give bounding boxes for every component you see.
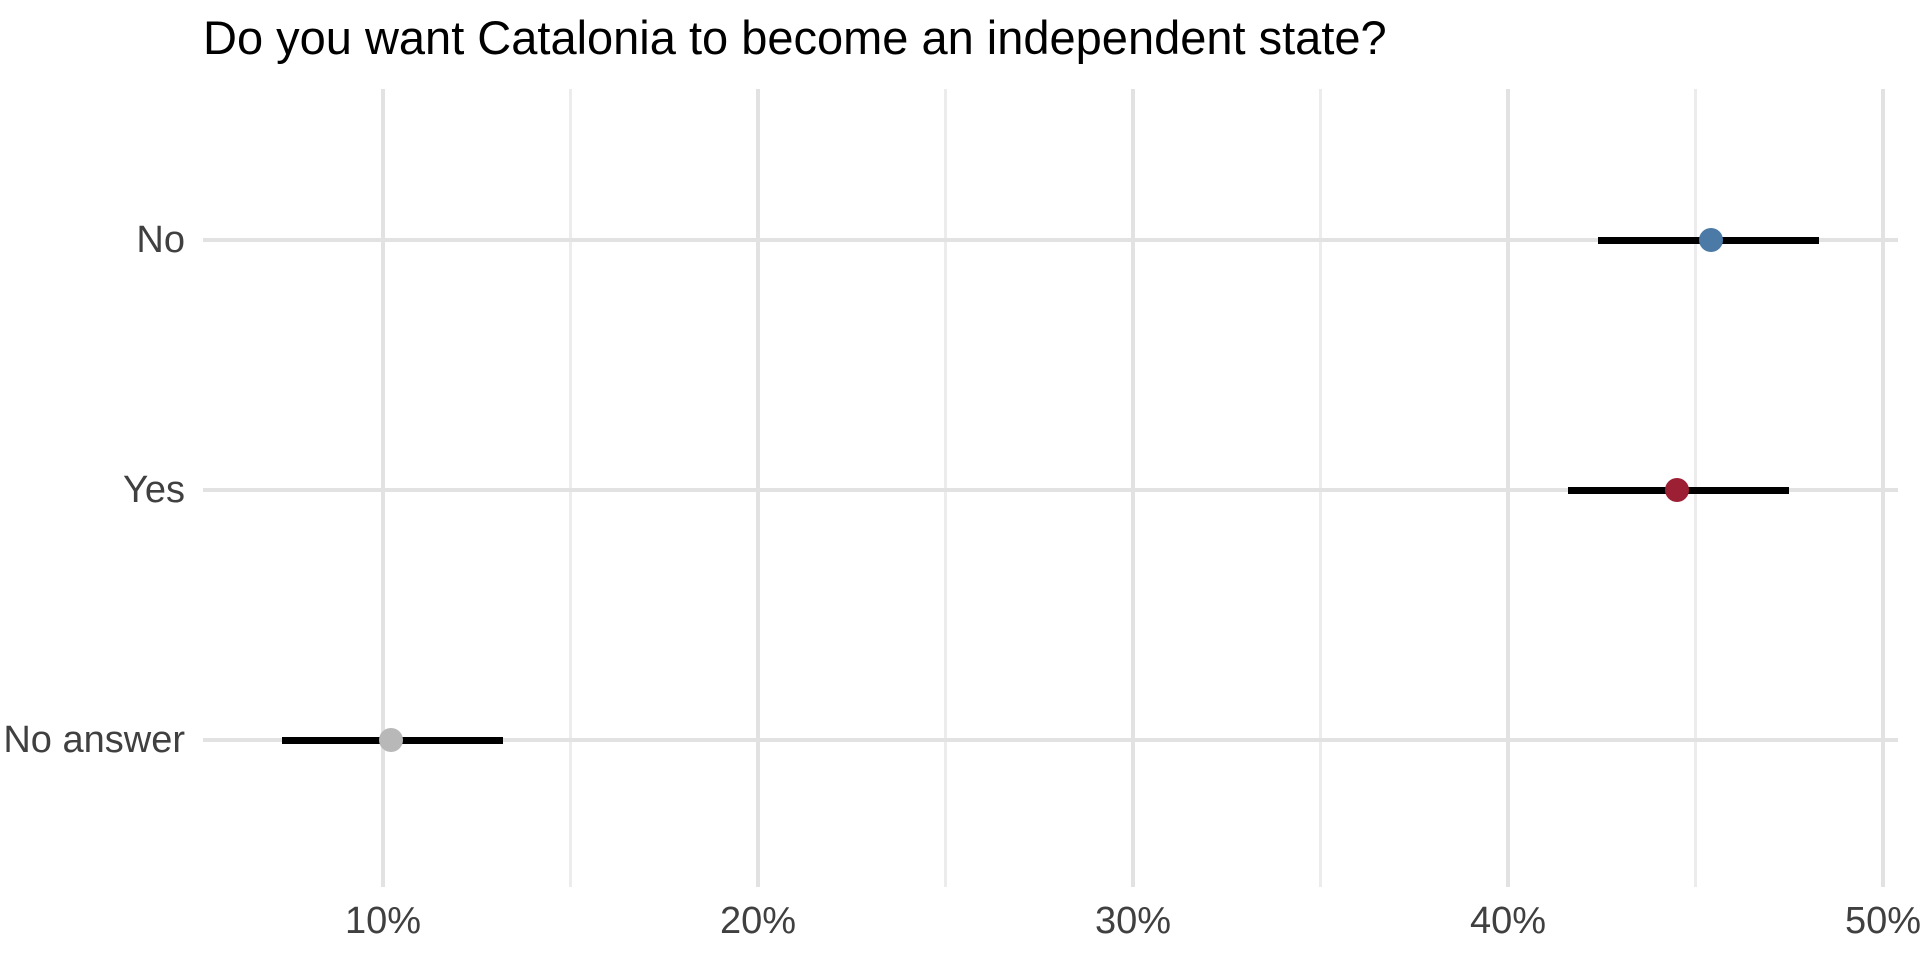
x-axis-label-50: 50% xyxy=(1844,900,1920,942)
plot-area xyxy=(203,89,1898,887)
data-point-no xyxy=(1698,228,1723,252)
x-axis-label-10: 10% xyxy=(344,900,422,942)
chart-title: Do you want Catalonia to become an indep… xyxy=(203,11,1387,64)
data-point-yes xyxy=(1664,478,1689,502)
x-axis-label-40: 40% xyxy=(1469,900,1547,942)
x-axis-label-20: 20% xyxy=(719,900,797,942)
data-point-no-answer xyxy=(378,728,403,752)
gridline-horizontal-yes xyxy=(203,488,1898,492)
y-axis-label-no: No xyxy=(136,219,185,261)
y-axis-label-no-answer: No answer xyxy=(3,719,185,761)
gridline-horizontal-no-answer xyxy=(203,738,1898,742)
y-axis-label-yes: Yes xyxy=(123,469,185,511)
x-axis-label-30: 30% xyxy=(1094,900,1172,942)
gridline-horizontal-no xyxy=(203,238,1898,242)
